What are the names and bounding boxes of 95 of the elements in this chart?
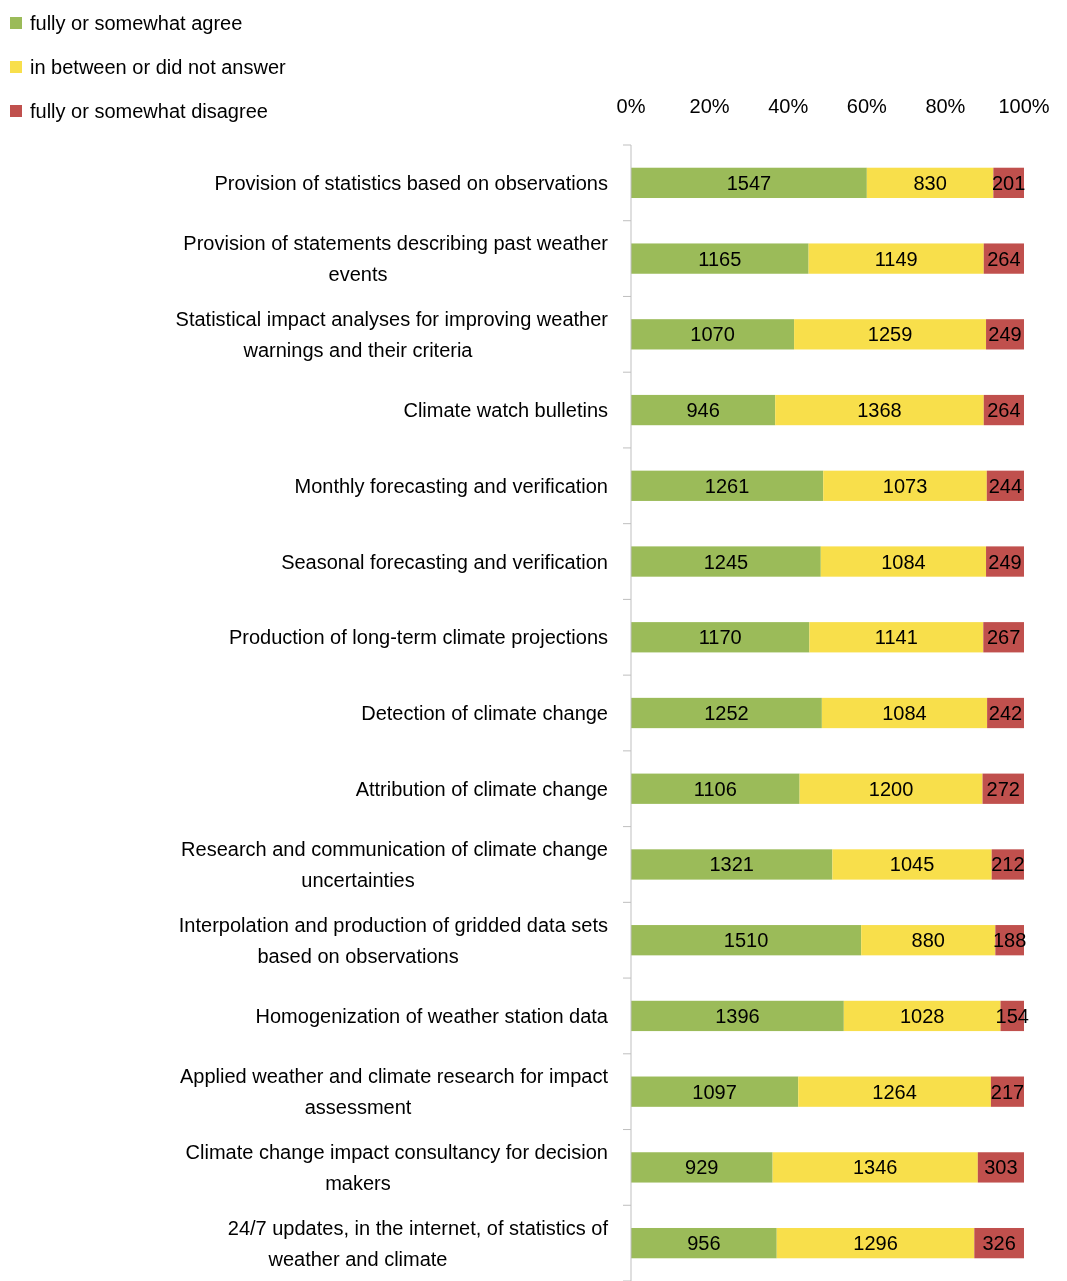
x2-tick-label: 80% <box>925 95 966 117</box>
data-label: 264 <box>987 247 1021 270</box>
bar <box>799 773 983 804</box>
bar <box>821 697 988 729</box>
data-label: 946 <box>686 399 720 422</box>
data-label: 956 <box>687 1232 721 1255</box>
data-label: 1200 <box>868 777 914 800</box>
data-label: 303 <box>984 1156 1018 1179</box>
data-label: 1368 <box>857 399 902 422</box>
data-label: 1252 <box>704 702 749 724</box>
data-label: 326 <box>982 1232 1016 1255</box>
bar <box>866 167 994 199</box>
data-label: 264 <box>987 399 1021 422</box>
y-tick-label: Detection of climate change <box>361 702 608 724</box>
bar <box>631 1227 777 1259</box>
data-label: 1510 <box>723 929 769 952</box>
data-label: 929 <box>685 1156 719 1179</box>
bar <box>808 243 984 274</box>
y-tick-label: Attribution of climate change <box>355 777 608 800</box>
bar <box>832 849 992 880</box>
bar <box>631 470 824 501</box>
data-label: 1245 <box>703 550 749 573</box>
data-label: 212 <box>991 853 1025 876</box>
data-label: 249 <box>988 550 1022 573</box>
bar <box>861 925 996 956</box>
x2-tick-label: 40% <box>768 95 809 117</box>
y-tick-label: Provision of statistics based on observations <box>214 171 608 194</box>
data-label: 1296 <box>853 1232 898 1255</box>
legend-label: in between or did not answer <box>30 56 287 78</box>
x2-tick-label: 20% <box>689 95 730 117</box>
data-label: 1106 <box>693 777 737 800</box>
y-tick-label: Production of long-term climate projections <box>228 626 608 649</box>
data-label: 244 <box>988 474 1023 497</box>
bar <box>631 394 776 426</box>
y-tick-label: Statistical impact analyses for improving weather warnings and their criteria <box>175 307 609 361</box>
y-tick-label: Homogenization of weather station data <box>255 1004 609 1027</box>
data-label: 267 <box>986 626 1021 649</box>
bar <box>775 394 984 426</box>
bar <box>631 243 809 274</box>
y-tick-label: Provision of statements describing past weather events <box>183 232 609 286</box>
bar <box>631 925 862 956</box>
data-label: 1264 <box>872 1080 917 1103</box>
bar <box>794 319 987 350</box>
bar <box>798 1076 991 1107</box>
x2-tick-label: 0% <box>616 95 646 117</box>
legend-label: fully or somewhat disagree <box>30 100 268 122</box>
data-label: 272 <box>986 777 1020 800</box>
data-label: 1070 <box>690 323 735 346</box>
bar <box>631 1076 799 1107</box>
data-label: 1396 <box>715 1004 760 1027</box>
bar <box>820 546 987 577</box>
x2-tick-label: 100% <box>998 95 1050 117</box>
bar <box>631 167 867 199</box>
y-tick-label: Applied weather and climate research for impact assessment <box>180 1065 609 1119</box>
y-tick-label: 24/7 updates, in the internet, of statistics of weather and climate <box>227 1216 609 1270</box>
bar <box>631 773 800 804</box>
bar <box>631 546 821 577</box>
data-label: 1084 <box>881 550 926 573</box>
data-label: 1346 <box>852 1156 898 1179</box>
bar <box>809 622 984 653</box>
data-label: 1149 <box>874 247 918 270</box>
bar <box>631 1000 844 1032</box>
data-label: 1259 <box>867 323 913 346</box>
y-tick-label: Monthly forecasting and verification <box>294 474 608 497</box>
data-label: 249 <box>988 323 1022 346</box>
data-label: 1165 <box>698 247 742 270</box>
bar <box>776 1227 975 1259</box>
data-label: 1045 <box>889 853 935 876</box>
bar <box>631 697 822 729</box>
data-label: 830 <box>913 171 947 194</box>
data-label: 1261 <box>704 474 750 497</box>
bar <box>631 622 810 653</box>
y-tick-label: Climate watch bulletins <box>403 399 608 422</box>
data-label: 217 <box>990 1080 1025 1103</box>
data-label: 880 <box>911 929 945 952</box>
data-label: 1028 <box>899 1004 945 1027</box>
data-label: 1321 <box>709 853 754 876</box>
x2-tick-label: 60% <box>846 95 888 117</box>
data-label: 1170 <box>698 626 742 649</box>
y-tick-label: Seasonal forecasting and verification <box>281 550 608 573</box>
y-tick-label: Research and communication of climate change uncertainties <box>181 837 608 891</box>
data-label: 1084 <box>882 702 927 724</box>
y-tick-label: Interpolation and production of gridded data sets based on observations <box>178 913 608 967</box>
bar <box>823 470 987 501</box>
bar <box>631 1152 773 1183</box>
bar <box>631 319 795 350</box>
data-label: 242 <box>988 702 1023 724</box>
y-tick-label: Climate change impact consultancy for decision makers <box>185 1140 608 1194</box>
data-label: 1073 <box>882 474 928 497</box>
data-label: 1547 <box>726 171 772 194</box>
bar <box>631 849 833 880</box>
legend-label: fully or somewhat agree <box>30 12 243 34</box>
data-label: 1097 <box>692 1080 737 1103</box>
bar <box>772 1152 978 1183</box>
data-label: 1141 <box>874 626 918 649</box>
